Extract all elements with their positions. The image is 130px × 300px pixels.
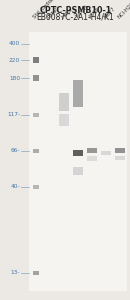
Text: Jurkat: Jurkat [74,5,89,20]
Text: PBMC: PBMC [46,5,60,20]
Bar [85,32,99,291]
Bar [59,114,69,126]
Text: Std. Ladder: Std. Ladder [32,0,57,20]
Bar [71,32,85,291]
Bar [73,167,83,175]
Text: 66-: 66- [11,148,20,153]
Bar [29,32,42,291]
Bar [115,148,125,153]
Bar [33,184,39,188]
Bar [87,156,97,161]
Bar [33,57,39,63]
Bar [33,149,39,152]
Bar [87,148,97,153]
Text: EB0087C-2A1-H4/K1: EB0087C-2A1-H4/K1 [37,12,114,21]
Bar [33,271,39,275]
Text: 117-: 117- [7,112,20,117]
Bar [73,80,83,106]
Bar [101,151,111,155]
Text: 13-: 13- [11,271,20,275]
Bar [100,32,113,291]
Text: MCF7: MCF7 [103,6,116,20]
Bar [29,32,127,291]
Text: A549: A549 [89,6,102,20]
Text: 40-: 40- [11,184,20,189]
Text: HeLa: HeLa [60,7,73,20]
Bar [114,32,127,291]
Text: CPTC-PSMB10-1: CPTC-PSMB10-1 [39,6,112,15]
Bar [115,157,125,160]
Bar [73,150,83,156]
Bar [33,112,39,117]
Text: 220: 220 [9,58,20,62]
Text: 180: 180 [9,76,20,80]
Bar [57,32,71,291]
Bar [43,32,56,291]
Bar [33,75,39,80]
Text: NCI-H226: NCI-H226 [117,0,130,20]
Bar [59,93,69,111]
Text: 400: 400 [9,41,20,46]
